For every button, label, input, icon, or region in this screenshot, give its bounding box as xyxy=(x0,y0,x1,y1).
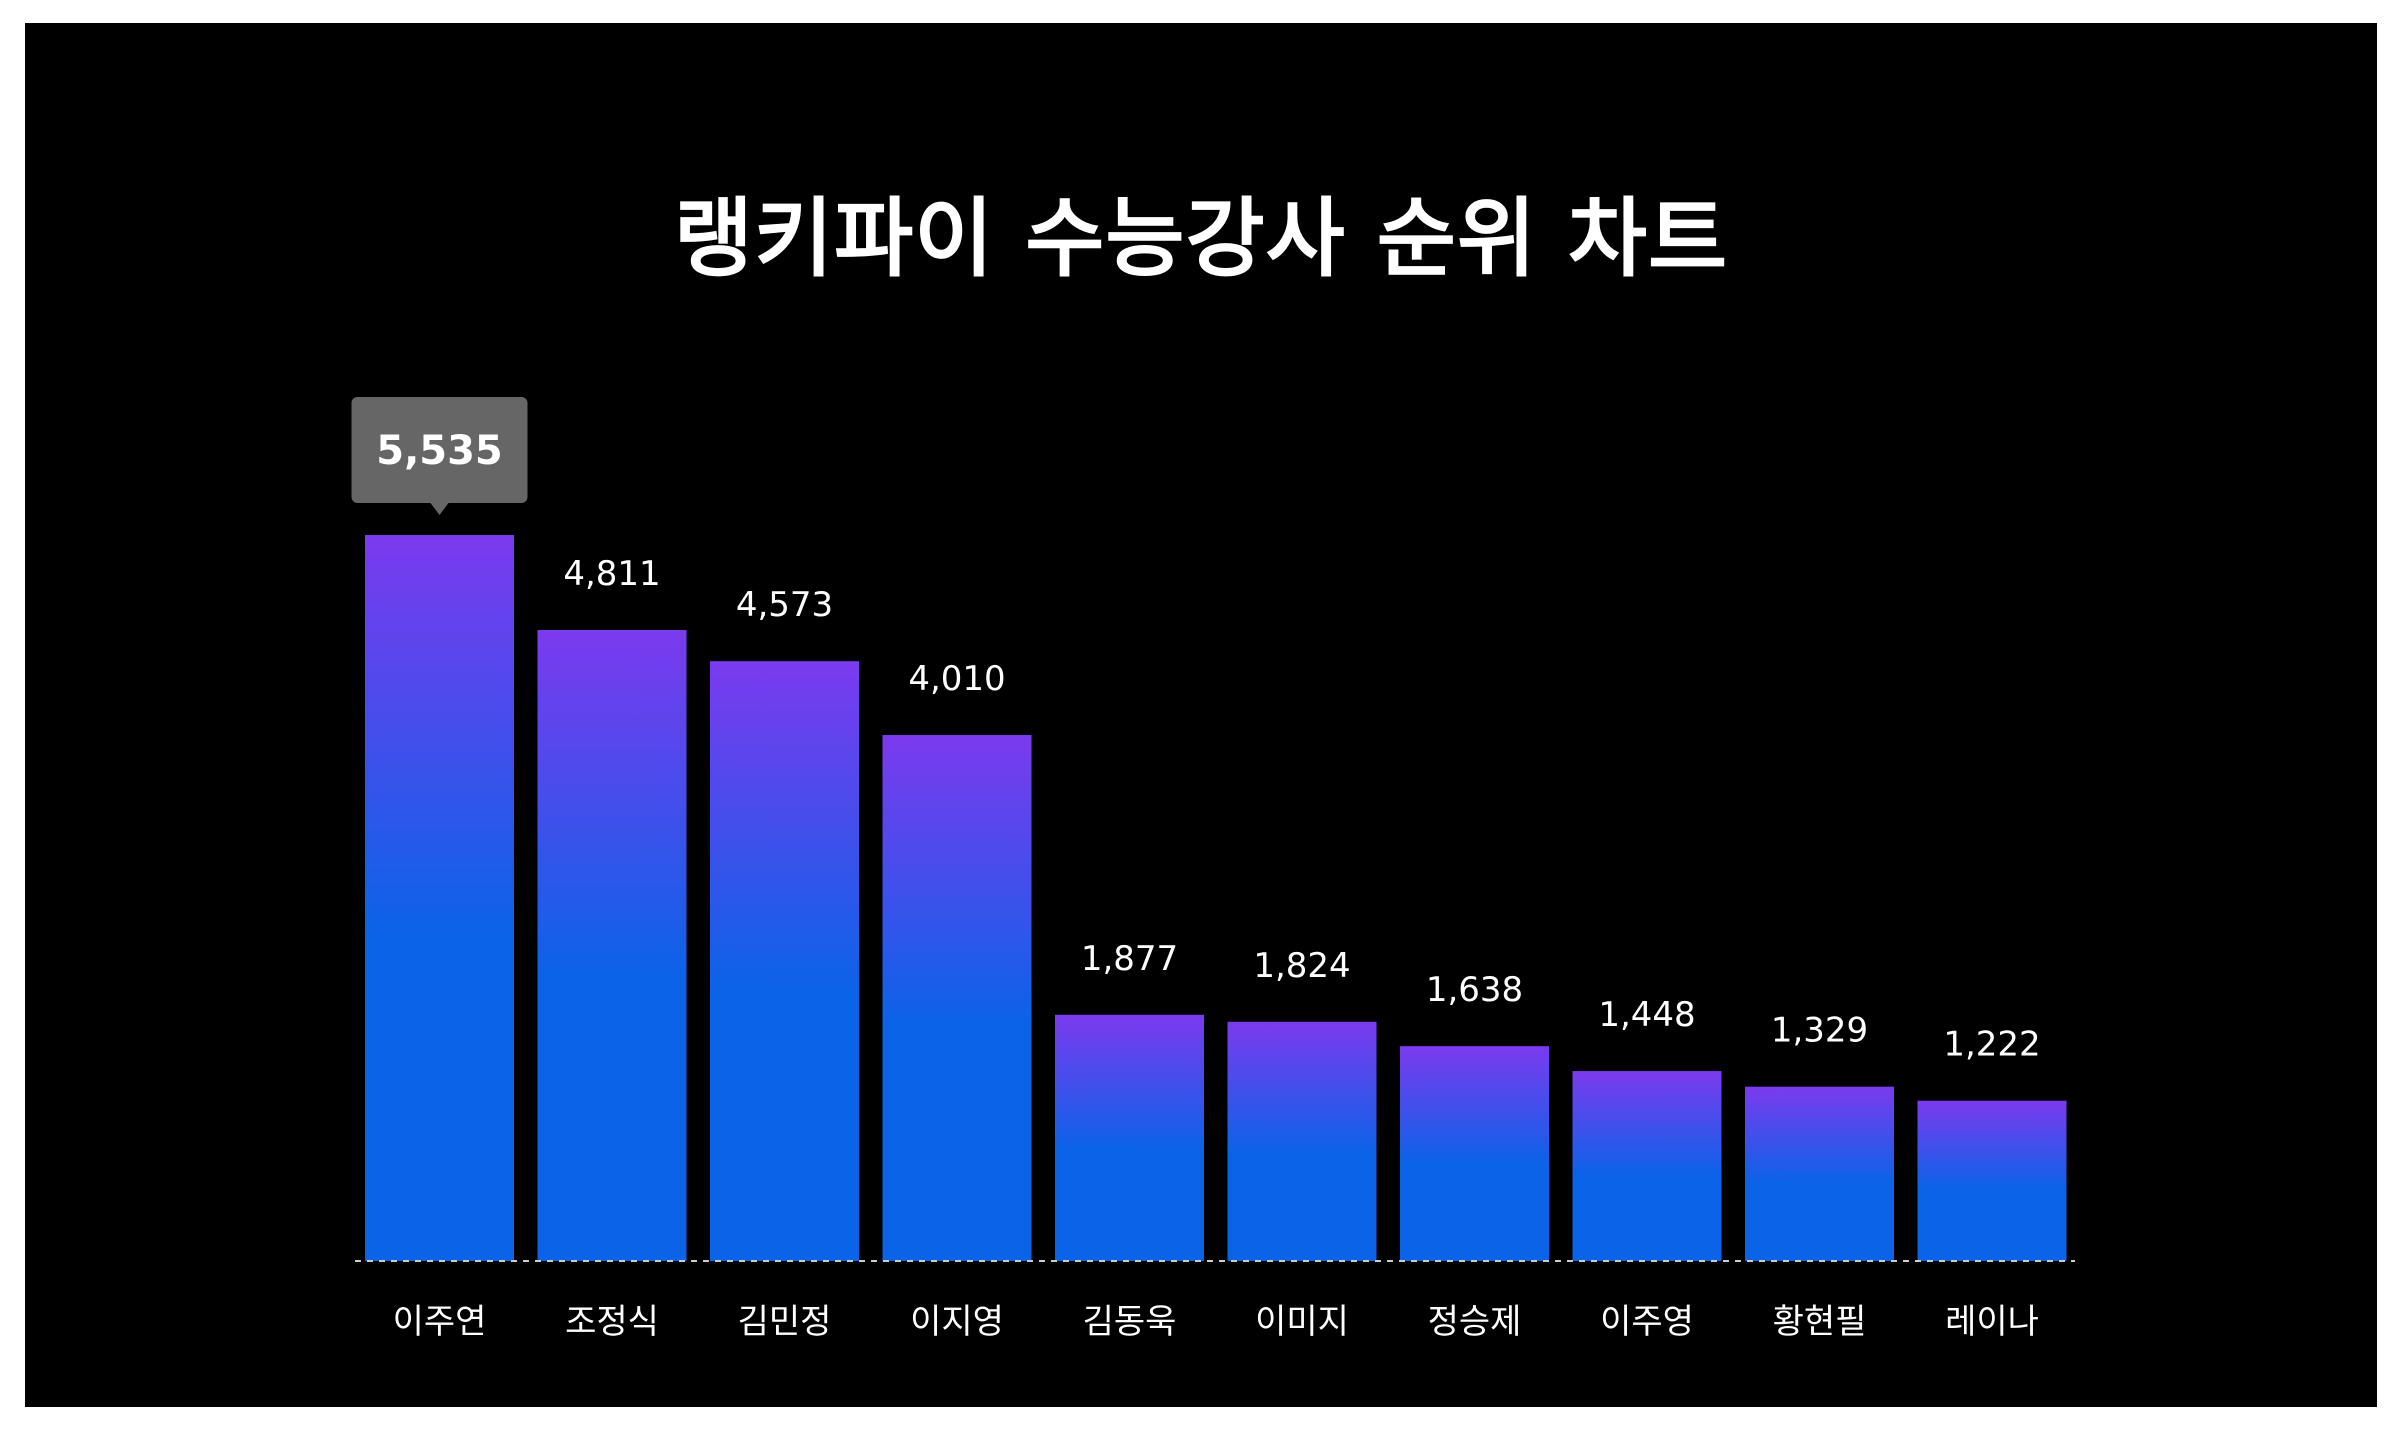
bar-9[interactable] xyxy=(1745,1086,1894,1261)
x-tick-label: 이주연 xyxy=(393,1302,487,1342)
x-tick-label: 정승제 xyxy=(1428,1302,1522,1342)
value-tooltip: 5,535 xyxy=(351,397,528,515)
bars-layer xyxy=(365,535,2067,1261)
bar-3[interactable] xyxy=(710,661,859,1261)
x-tick-label: 이주영 xyxy=(1600,1302,1694,1342)
bar-10[interactable] xyxy=(1917,1100,2067,1261)
labels-layer: 이주연 5,535 조정식 4,811 김민정 4,573 이지영 4,010 김동욱 1,877… xyxy=(351,397,2041,1342)
value-label: 5,535 xyxy=(376,428,503,474)
tooltip-pointer xyxy=(430,503,449,515)
chart-frame: 랭키파이 수능강사 순위 차트 이주연 5,535 조정식 4,811 김민정 4,573… xyxy=(25,23,2377,1407)
bar-8[interactable] xyxy=(1572,1071,1722,1261)
tooltip-box xyxy=(351,397,528,503)
bar-5[interactable] xyxy=(1055,1014,1204,1261)
bar-7[interactable] xyxy=(1400,1046,1549,1261)
x-tick-label: 레이나 xyxy=(1945,1302,2039,1342)
x-tick-label: 김동욱 xyxy=(1083,1302,1177,1342)
value-label: 4,811 xyxy=(563,554,660,594)
chart-title: 랭키파이 수능강사 순위 차트 xyxy=(673,189,1729,289)
bar-6[interactable] xyxy=(1227,1021,1377,1261)
value-label: 1,824 xyxy=(1253,946,1350,986)
bar-2[interactable] xyxy=(537,629,687,1261)
bar-chart: 이주연 5,535 조정식 4,811 김민정 4,573 이지영 4,010 김동욱 1,877… xyxy=(351,397,2075,1342)
value-label: 4,573 xyxy=(736,585,833,625)
value-label: 1,877 xyxy=(1081,939,1178,979)
value-label: 4,010 xyxy=(908,659,1005,699)
x-tick-label: 이미지 xyxy=(1255,1302,1349,1342)
x-tick-label: 김민정 xyxy=(738,1302,832,1342)
value-label: 1,222 xyxy=(1943,1025,2040,1065)
bar-4[interactable] xyxy=(882,735,1032,1261)
value-label: 1,329 xyxy=(1771,1011,1868,1051)
x-tick-label: 조정식 xyxy=(565,1302,659,1342)
value-label: 1,638 xyxy=(1426,970,1523,1010)
x-tick-label: 황현필 xyxy=(1773,1302,1867,1342)
x-tick-label: 이지영 xyxy=(910,1302,1004,1342)
value-label: 1,448 xyxy=(1598,995,1695,1035)
bar-1[interactable] xyxy=(365,535,514,1261)
